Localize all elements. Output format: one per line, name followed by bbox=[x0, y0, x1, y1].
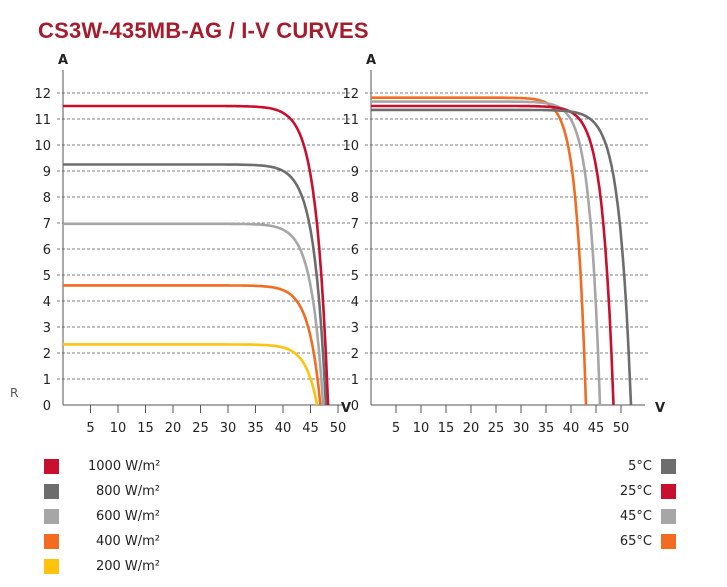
x-axis-label: V bbox=[341, 401, 351, 416]
y-tick-label: 8 bbox=[43, 191, 51, 206]
x-axis-label: V bbox=[655, 401, 665, 416]
y-tick-label: 4 bbox=[351, 295, 359, 310]
x-tick-label: 20 bbox=[463, 421, 480, 436]
series-curve bbox=[63, 104, 330, 406]
x-tick-label: 30 bbox=[513, 421, 530, 436]
page-title: CS3W-435MB-AG / I-V CURVES bbox=[38, 18, 369, 43]
y-tick-label: 11 bbox=[342, 113, 359, 128]
y-tick-label: 8 bbox=[351, 191, 359, 206]
legend-item: 800 W/m² bbox=[44, 483, 164, 499]
legend-item: 600 W/m² bbox=[44, 508, 164, 524]
y-tick-label: 5 bbox=[351, 269, 359, 284]
y-tick-label: 11 bbox=[34, 113, 51, 128]
x-tick-label: 10 bbox=[413, 421, 430, 436]
legend-item: 400 W/m² bbox=[44, 533, 164, 549]
x-tick-label: 5 bbox=[86, 421, 94, 436]
series-curve bbox=[63, 343, 319, 406]
y-tick-label: 9 bbox=[351, 165, 359, 180]
legend-item: 25°C bbox=[600, 483, 676, 499]
series-curve bbox=[371, 100, 602, 406]
series-curve bbox=[371, 96, 588, 406]
x-tick-label: 15 bbox=[438, 421, 455, 436]
legend-label: 25°C bbox=[619, 483, 652, 499]
y-tick-label: 4 bbox=[43, 295, 51, 310]
series-curve bbox=[63, 163, 328, 406]
legend-swatch bbox=[44, 533, 59, 549]
y-tick-label: 0 bbox=[43, 399, 51, 414]
legend-label: 5°C bbox=[628, 458, 652, 474]
series-curve bbox=[371, 104, 615, 406]
x-tick-label: 40 bbox=[563, 421, 580, 436]
x-tick-label: 5 bbox=[392, 421, 400, 436]
x-tick-label: 20 bbox=[165, 421, 182, 436]
legend-label: 45°C bbox=[619, 508, 652, 524]
y-tick-label: 1 bbox=[351, 373, 359, 388]
legend-item: 1000 W/m² bbox=[44, 458, 164, 474]
y-tick-label: 0 bbox=[351, 399, 359, 414]
y-tick-label: 10 bbox=[34, 139, 51, 154]
legend-swatch bbox=[661, 533, 676, 549]
x-tick-label: 25 bbox=[192, 421, 209, 436]
y-tick-label: 10 bbox=[342, 139, 359, 154]
legend-label: 200 W/m² bbox=[95, 558, 160, 574]
legend-swatch bbox=[44, 558, 59, 574]
series-curve bbox=[63, 284, 322, 406]
x-tick-label: 30 bbox=[220, 421, 237, 436]
x-tick-label: 35 bbox=[538, 421, 555, 436]
y-tick-label: 7 bbox=[351, 217, 359, 232]
legend-label: 600 W/m² bbox=[95, 508, 160, 524]
y-tick-label: 9 bbox=[43, 165, 51, 180]
legend-swatch bbox=[44, 508, 59, 524]
series-curve bbox=[371, 108, 633, 406]
x-tick-label: 10 bbox=[110, 421, 127, 436]
legend-item: 65°C bbox=[600, 533, 676, 549]
legend-label: 800 W/m² bbox=[95, 483, 160, 499]
y-tick-label: 3 bbox=[43, 321, 51, 336]
x-tick-label: 50 bbox=[613, 421, 630, 436]
x-tick-label: 40 bbox=[275, 421, 292, 436]
series-curve bbox=[63, 222, 325, 406]
x-tick-label: 50 bbox=[330, 421, 347, 436]
x-tick-label: 45 bbox=[302, 421, 319, 436]
x-tick-label: 45 bbox=[588, 421, 605, 436]
y-tick-label: 12 bbox=[342, 87, 359, 102]
legend-swatch bbox=[661, 483, 676, 499]
x-tick-label: 35 bbox=[247, 421, 264, 436]
legend-label: 400 W/m² bbox=[95, 533, 160, 549]
y-tick-label: 7 bbox=[43, 217, 51, 232]
legend-swatch bbox=[44, 458, 59, 474]
y-tick-label: 1 bbox=[43, 373, 51, 388]
legend-label: 65°C bbox=[619, 533, 652, 549]
legend-item: 45°C bbox=[600, 508, 676, 524]
legend-label: 1000 W/m² bbox=[88, 458, 161, 474]
y-tick-label: 2 bbox=[351, 347, 359, 362]
legend-item: 200 W/m² bbox=[44, 558, 164, 574]
y-tick-label: 5 bbox=[43, 269, 51, 284]
y-axis-label: A bbox=[366, 53, 376, 68]
legend-swatch bbox=[44, 483, 59, 499]
legend-item: 5°C bbox=[600, 458, 676, 474]
x-tick-label: 25 bbox=[488, 421, 505, 436]
y-tick-label: 2 bbox=[43, 347, 51, 362]
y-tick-label: 6 bbox=[43, 243, 51, 258]
legend-swatch bbox=[661, 458, 676, 474]
stray-label: R bbox=[10, 386, 19, 400]
y-tick-label: 12 bbox=[34, 87, 51, 102]
y-tick-label: 3 bbox=[351, 321, 359, 336]
legend-swatch bbox=[661, 508, 676, 524]
x-tick-label: 15 bbox=[137, 421, 154, 436]
y-axis-label: A bbox=[58, 53, 68, 68]
y-tick-label: 6 bbox=[351, 243, 359, 258]
